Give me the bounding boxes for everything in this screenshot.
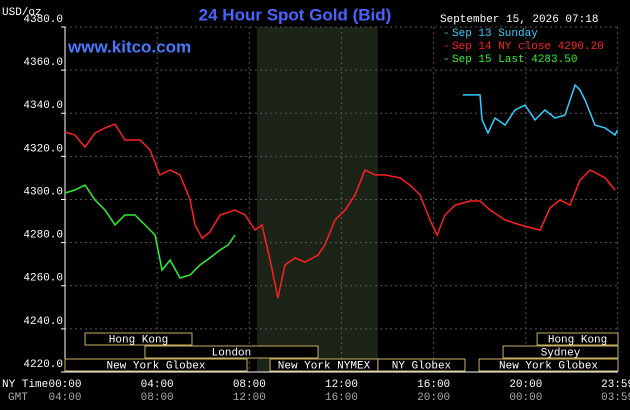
x-tick-label: 04:00 bbox=[141, 379, 174, 391]
y-tick-label: 4280.0 bbox=[23, 230, 63, 242]
x-tick-label: 08:00 bbox=[233, 379, 266, 391]
x-tick-label: 20:00 bbox=[509, 379, 542, 391]
y-tick-label: 4220.0 bbox=[23, 359, 63, 371]
session-label: New York Globex bbox=[106, 360, 205, 372]
session-box bbox=[502, 345, 619, 359]
x2-tick-label: 16:00 bbox=[325, 392, 358, 404]
x2-axis-name: GMT bbox=[8, 392, 28, 404]
session-label: New York Globex bbox=[499, 360, 598, 372]
y-tick-label: 4260.0 bbox=[23, 273, 63, 285]
x2-tick-label: 20:00 bbox=[417, 392, 450, 404]
x-tick-label: 16:00 bbox=[417, 379, 450, 391]
x2-tick-label: 04:00 bbox=[48, 392, 81, 404]
x2-tick-label: 12:00 bbox=[233, 392, 266, 404]
legend-label: Sep 13 Sunday bbox=[452, 28, 538, 40]
x-tick-label: 23:59 bbox=[601, 379, 630, 391]
series-line bbox=[64, 184, 236, 279]
legend-label: Sep 14 NY close 4290.20 bbox=[452, 41, 604, 53]
x-axis-name: NY Time bbox=[2, 379, 48, 391]
timestamp: September 15, 2026 07:18 bbox=[440, 14, 598, 26]
legend-dash: - bbox=[443, 28, 450, 40]
session-label: NY Globex bbox=[392, 360, 452, 372]
session-label: London bbox=[212, 347, 252, 359]
x-tick-label: 12:00 bbox=[325, 379, 358, 391]
legend-label: Sep 15 Last 4283.50 bbox=[452, 54, 577, 66]
chart-title: 24 Hour Spot Gold (Bid) bbox=[199, 5, 392, 24]
y-tick-label: 4360.0 bbox=[23, 57, 63, 69]
legend-dash: - bbox=[443, 54, 450, 66]
y-tick-label: 4380.0 bbox=[23, 14, 63, 26]
session-label: New York NYMEX bbox=[278, 360, 371, 372]
session-box bbox=[377, 358, 466, 372]
series-line bbox=[462, 83, 619, 137]
y-tick-label: 4340.0 bbox=[23, 100, 63, 112]
shaded-region bbox=[256, 27, 378, 372]
watermark: www.kitco.com bbox=[67, 37, 191, 56]
x-tick-label: 00:00 bbox=[48, 379, 81, 391]
x2-tick-label: 08:00 bbox=[141, 392, 174, 404]
x2-tick-label: 03:59 bbox=[601, 392, 630, 404]
legend-dash: - bbox=[443, 41, 450, 53]
y-tick-label: 4300.0 bbox=[23, 186, 63, 198]
session-label: Sydney bbox=[541, 347, 581, 359]
y-axis-label: USD/oz bbox=[2, 7, 42, 19]
session-box bbox=[144, 345, 319, 359]
series-line bbox=[64, 123, 616, 299]
session-label: Hong Kong bbox=[109, 334, 168, 346]
session-box bbox=[84, 332, 193, 346]
session-box bbox=[478, 358, 619, 372]
session-box bbox=[64, 358, 248, 372]
session-label: Hong Kong bbox=[548, 334, 607, 346]
y-tick-label: 4240.0 bbox=[23, 316, 63, 328]
session-box bbox=[536, 332, 619, 346]
x2-tick-label: 00:00 bbox=[509, 392, 542, 404]
y-tick-label: 4320.0 bbox=[23, 143, 63, 155]
